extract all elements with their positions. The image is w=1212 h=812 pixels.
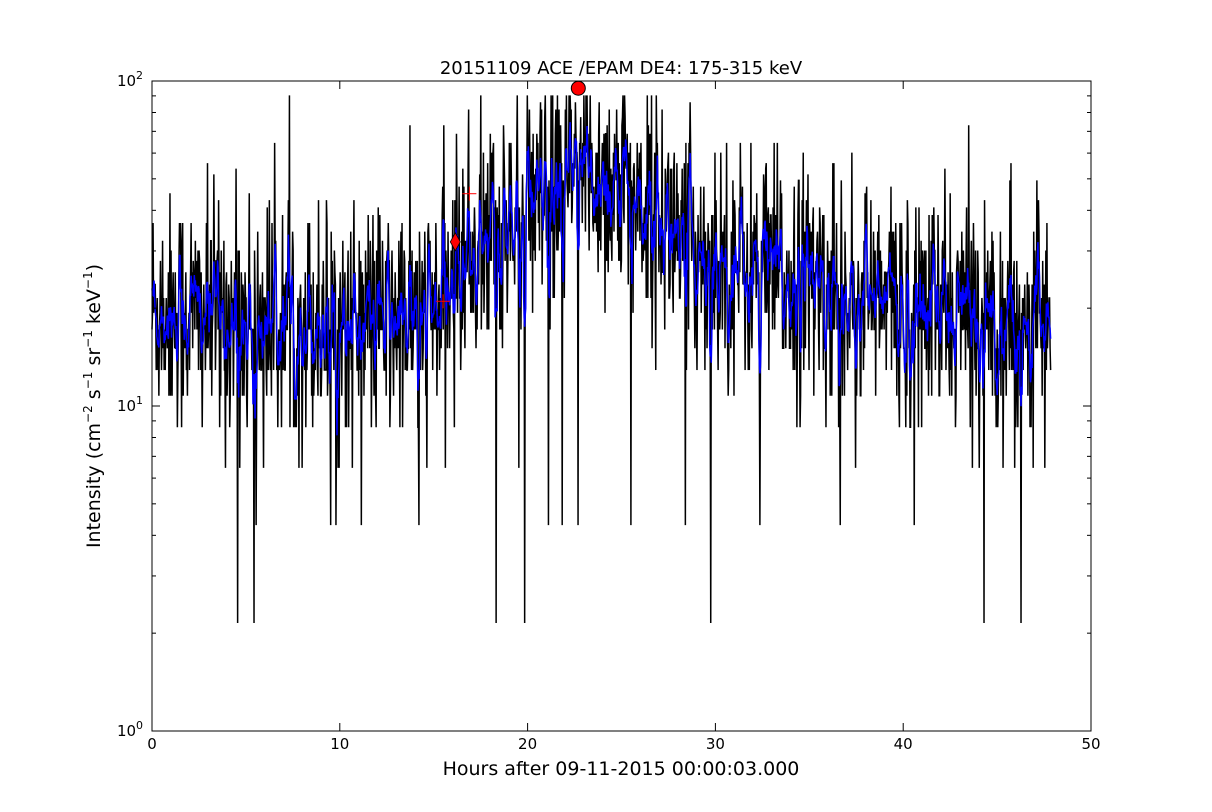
smoothed-intensity-series (151, 122, 1052, 436)
x-tick-label: 30 (706, 735, 725, 753)
plot-area (151, 80, 1052, 623)
y-tick-label: 100 (117, 719, 143, 740)
y-label-exp-s: −1 (81, 372, 95, 390)
y-axis-label: Intensity (cm−2 s−1 sr−1 keV−1) (81, 264, 105, 548)
x-axis-ticks: 0 10 20 30 40 50 (147, 81, 1101, 753)
y-axis-ticks: 100 101 102 (117, 69, 1091, 740)
y-tick-label: 101 (117, 394, 143, 415)
x-tick-label: 10 (330, 735, 349, 753)
y-tick-label: 102 (117, 69, 143, 90)
x-tick-label: 0 (147, 735, 157, 753)
x-tick-label: 40 (894, 735, 913, 753)
y-label-close: ) (83, 264, 105, 271)
x-tick-label: 20 (518, 735, 537, 753)
y-label-s: s (83, 389, 105, 405)
event-markers (436, 80, 586, 309)
onset-marker (449, 232, 461, 252)
plus-marker (436, 294, 451, 309)
y-label-main: Intensity (cm (83, 423, 105, 548)
x-tick-label: 50 (1081, 735, 1100, 753)
y-label-exp-cm: −2 (81, 405, 95, 423)
y-label-exp-kev: −1 (81, 271, 95, 289)
y-label-kev: keV (83, 289, 105, 330)
y-label-exp-sr: −1 (81, 330, 95, 348)
chart-title: 20151109 ACE /EPAM DE4: 175-315 keV (440, 58, 803, 79)
peak-marker (570, 80, 586, 96)
smoothed-series-line (151, 122, 1052, 436)
plus-marker (462, 186, 477, 201)
y-label-sr: sr (83, 348, 105, 372)
x-axis-label: Hours after 09-11-2015 00:00:03.000 (443, 758, 800, 780)
